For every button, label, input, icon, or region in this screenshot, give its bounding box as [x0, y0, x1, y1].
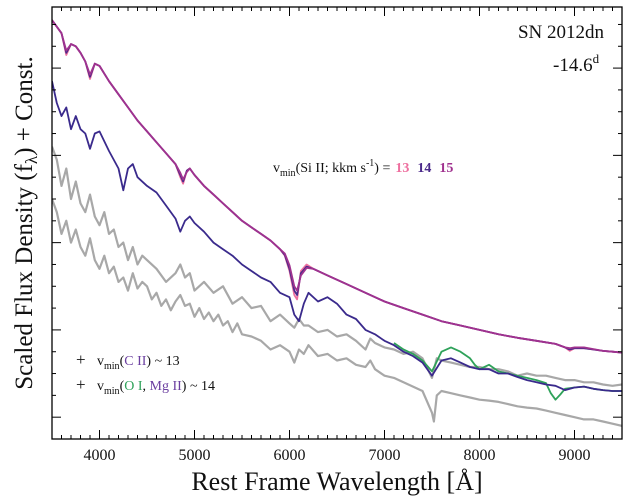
- legend-c-ii-open: (: [120, 354, 125, 369]
- y-axis-label: Scaled Flux Density (fλ) + Const.: [11, 56, 41, 389]
- y-axis-label-tail: ) + Const.: [11, 56, 38, 156]
- x-tick-label: 8000: [464, 447, 496, 464]
- legend-o-i-ion: O I: [124, 379, 143, 394]
- legend-marker-o-i-mg-ii: +: [76, 375, 86, 394]
- x-tick-label: 7000: [369, 447, 401, 464]
- series-line-top-model-15: [52, 19, 622, 354]
- series-line-middle-model: [52, 81, 622, 392]
- series-line-lower-observed: [52, 198, 622, 427]
- si-value-14: 14: [417, 161, 431, 176]
- x-tick-labels: 4000 5000 6000 7000 8000 9000: [84, 447, 591, 464]
- si-v-superscript: -1: [366, 158, 374, 169]
- legend-label-c-ii: vmin(C II) ~ 13: [97, 354, 180, 372]
- legend-c-ii-close: ) ~ 13: [146, 354, 179, 369]
- legend-c-ii-sub: min: [104, 361, 120, 372]
- plot-frame: [51, 6, 623, 440]
- spectra-series: [52, 19, 622, 427]
- axis-ticks: [52, 7, 622, 439]
- legend-o-i-v: v: [97, 379, 104, 394]
- legend-mg-ii-ion: Mg II: [150, 379, 183, 394]
- legend-c-ii-v: v: [97, 354, 104, 369]
- epoch-value: -14.6: [553, 55, 593, 76]
- epoch-superscript: d: [593, 51, 600, 66]
- legend-o-i-close: ) ~ 14: [182, 379, 215, 394]
- legend-marker-c-ii: +: [76, 350, 86, 369]
- legend-o-i-sub: min: [104, 386, 120, 397]
- x-tick-label: 9000: [559, 447, 591, 464]
- x-axis-label: Rest Frame Wavelength [Å]: [191, 467, 482, 496]
- y-axis-label-main: Scaled Flux Density (f: [11, 163, 38, 389]
- si-v-prefix: v: [273, 161, 280, 176]
- y-axis-label-sub: λ: [22, 155, 41, 164]
- si-v-close: ) =: [374, 161, 390, 176]
- si-velocity-annotation: vmin(Si II; kkm s-1) = 13 14 15: [273, 158, 453, 179]
- si-v-label: (Si II; kkm s: [296, 161, 366, 176]
- legend-comma: ,: [143, 379, 150, 394]
- epoch-label: -14.6d: [553, 51, 600, 76]
- legend-label-o-i-mg-ii: vmin(O I, Mg II) ~ 14: [97, 379, 215, 397]
- legend-row-o-i-mg-ii: + vmin(O I, Mg II) ~ 14: [76, 375, 215, 397]
- x-tick-label: 4000: [84, 447, 116, 464]
- si-value-13: 13: [395, 161, 409, 176]
- x-tick-label: 5000: [179, 447, 211, 464]
- legend-c-ii-ion: C II: [124, 354, 147, 369]
- legend-row-c-ii: + vmin(C II) ~ 13: [76, 350, 180, 372]
- si-v-subscript: min: [280, 168, 296, 179]
- series-line-top-observed: [52, 146, 622, 387]
- si-value-15: 15: [439, 161, 453, 176]
- x-tick-label: 6000: [274, 447, 306, 464]
- legend-o-i-open: (: [120, 379, 125, 394]
- object-name: SN 2012dn: [518, 22, 605, 43]
